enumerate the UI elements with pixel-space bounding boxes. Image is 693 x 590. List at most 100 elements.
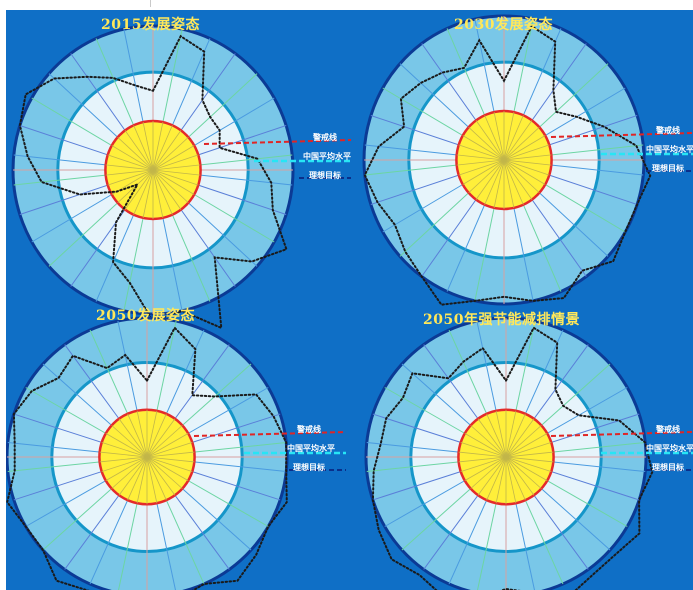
- legend-ideal-target-label: 理想目标: [309, 171, 341, 180]
- legend-china-average-label: 中国平均水平: [646, 145, 693, 154]
- crop-mark: [150, 0, 151, 7]
- core-spoke: [505, 456, 542, 489]
- core-spoke: [505, 418, 535, 458]
- core-spoke: [105, 169, 154, 176]
- core-spoke: [470, 425, 507, 458]
- core-spoke: [152, 125, 173, 171]
- core-spoke: [105, 433, 148, 458]
- legend-china-average-label: 中国平均水平: [303, 152, 351, 161]
- core-spoke: [142, 122, 154, 171]
- core-spoke: [464, 433, 507, 458]
- core-spoke: [146, 425, 183, 458]
- core-spoke: [152, 169, 195, 195]
- core-spoke: [107, 154, 154, 171]
- core-spoke: [505, 456, 526, 501]
- core-spoke: [460, 456, 507, 472]
- core-spoke: [458, 159, 505, 176]
- core-spoke: [133, 125, 154, 171]
- core-spoke: [111, 145, 154, 171]
- core-spoke: [152, 169, 199, 186]
- core-spoke: [146, 456, 158, 504]
- core-spoke: [117, 136, 154, 171]
- core-spoke: [484, 159, 505, 205]
- core-spoke: [475, 120, 505, 161]
- core-spoke: [105, 456, 148, 481]
- core-spoke: [146, 418, 176, 458]
- core-spoke: [146, 413, 167, 458]
- core-spoke: [462, 159, 505, 185]
- core-spoke: [152, 169, 173, 215]
- core-spoke: [462, 135, 505, 161]
- core-spoke: [505, 456, 517, 504]
- core-spoke: [124, 130, 154, 171]
- core-spoke: [477, 456, 507, 496]
- core-spoke: [503, 135, 546, 161]
- core-spoke: [468, 126, 505, 161]
- core-spoke: [136, 456, 148, 504]
- core-spoke: [486, 456, 507, 501]
- core-spoke: [152, 122, 164, 171]
- core-spoke: [505, 413, 526, 458]
- panel-title-2015: 2015发展姿态: [101, 17, 200, 33]
- core-spoke: [503, 159, 552, 166]
- core-spoke: [146, 456, 167, 501]
- core-spoke: [152, 169, 189, 204]
- core-spoke: [477, 418, 507, 458]
- core-spoke: [505, 442, 552, 458]
- core-spoke: [470, 456, 507, 489]
- core-spoke: [118, 418, 148, 458]
- core-spoke: [152, 154, 199, 171]
- core-spoke: [152, 169, 182, 210]
- core-spoke: [99, 451, 148, 458]
- core-spoke: [99, 456, 148, 463]
- core-spoke: [458, 144, 505, 161]
- panel-title-2050-strong: 2050年强节能减排情景: [423, 312, 580, 328]
- top-whitespace: [0, 0, 693, 10]
- core-spoke: [111, 169, 154, 195]
- core-spoke: [464, 456, 507, 481]
- core-spoke: [146, 456, 183, 489]
- core-spoke: [152, 130, 182, 171]
- panel-title-2030: 2030发展姿态: [454, 17, 553, 33]
- core-spoke: [146, 433, 189, 458]
- core-spoke: [505, 456, 554, 463]
- core-spoke: [493, 159, 505, 208]
- core-spoke: [503, 126, 540, 161]
- core-spoke: [133, 169, 154, 215]
- core-spoke: [503, 115, 524, 161]
- panel-title-2050: 2050发展姿态: [96, 308, 195, 324]
- core-spoke: [503, 159, 515, 208]
- legend-warning-line-label: 警戒线: [656, 425, 680, 434]
- core-spoke: [475, 159, 505, 200]
- legend-warning-line-label: 警戒线: [297, 425, 321, 434]
- core-spoke: [468, 159, 505, 194]
- core-spoke: [152, 169, 164, 218]
- core-spoke: [136, 410, 148, 458]
- core-spoke: [505, 456, 552, 472]
- core-spoke: [505, 451, 554, 458]
- core-spoke: [505, 433, 548, 458]
- core-spoke: [486, 413, 507, 458]
- core-spoke: [146, 456, 193, 472]
- core-spoke: [495, 456, 507, 504]
- core-spoke: [460, 442, 507, 458]
- core-spoke: [142, 169, 154, 218]
- core-spoke: [101, 442, 148, 458]
- core-spoke: [495, 410, 507, 458]
- core-spoke: [152, 169, 201, 176]
- core-spoke: [146, 456, 189, 481]
- core-spoke: [146, 456, 176, 496]
- core-spoke: [146, 456, 195, 463]
- legend-ideal-target-label: 理想目标: [652, 463, 684, 472]
- core-spoke: [146, 410, 158, 458]
- core-spoke: [493, 112, 505, 161]
- warning-line: [203, 139, 352, 145]
- legend-ideal-target-label: 理想目标: [652, 164, 684, 173]
- legend-ideal-target-label: 理想目标: [293, 463, 325, 472]
- legend-china-average-label: 中国平均水平: [646, 444, 693, 453]
- status-outline: [371, 326, 654, 590]
- core-spoke: [458, 456, 507, 463]
- legend-warning-line-label: 警戒线: [313, 133, 337, 142]
- core-spoke: [503, 144, 550, 161]
- core-spoke: [503, 159, 533, 200]
